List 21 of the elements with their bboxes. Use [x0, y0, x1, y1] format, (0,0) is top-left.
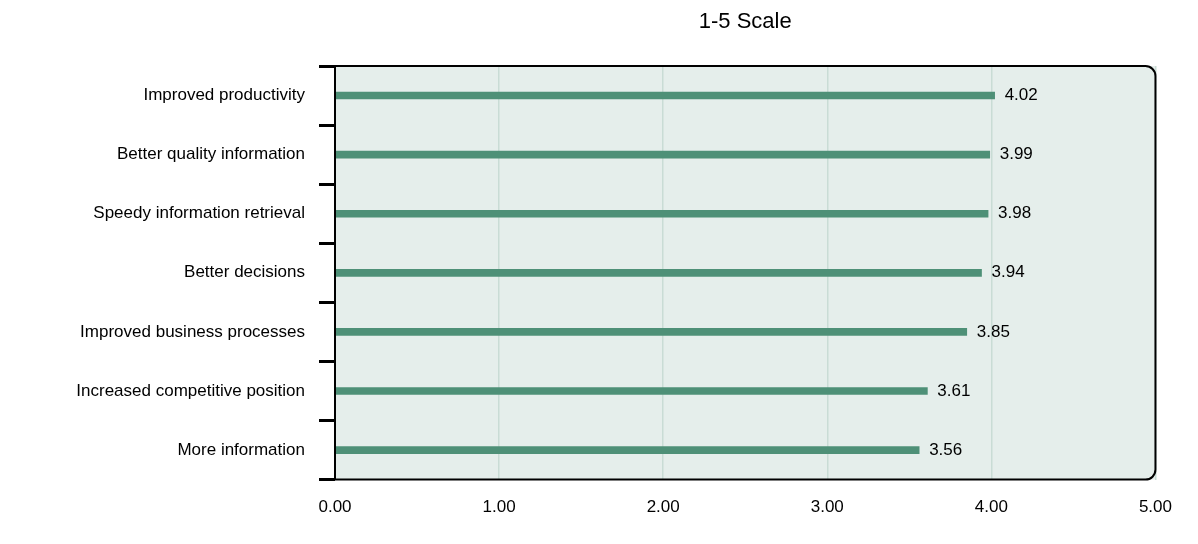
x-tick-label: 2.00 [646, 497, 680, 517]
y-tick-label: Increased competitive position [76, 380, 305, 400]
data-label: 3.85 [976, 321, 1010, 341]
y-tick-label: More information [177, 439, 305, 459]
x-tick-label: 4.00 [974, 497, 1008, 517]
data-label: 4.02 [1004, 85, 1038, 105]
y-tick-label: Improved business processes [80, 321, 305, 341]
y-tick-label: Speedy information retrieval [93, 203, 305, 223]
x-tick-label: 1.00 [482, 497, 516, 517]
data-label: 3.56 [929, 439, 963, 459]
data-label: 3.61 [937, 380, 971, 400]
data-label: 3.99 [999, 144, 1033, 164]
y-tick-label: Better quality information [116, 144, 305, 164]
y-tick-label: Better decisions [184, 262, 305, 282]
data-label: 3.98 [998, 203, 1032, 223]
chart-title: 1-5 Scale [698, 8, 792, 34]
x-tick-label: 5.00 [1138, 497, 1172, 517]
y-tick-label: Improved productivity [143, 85, 306, 105]
x-tick-label: 0.00 [318, 497, 352, 517]
x-tick-label: 3.00 [810, 497, 844, 517]
data-label: 3.94 [991, 262, 1025, 282]
